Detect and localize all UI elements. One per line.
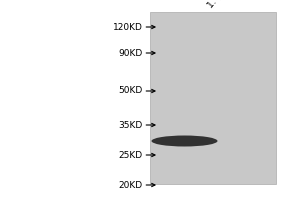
Text: 35KD: 35KD: [118, 120, 142, 130]
Text: 1. 25μg: 1. 25μg: [206, 0, 235, 10]
Text: 120KD: 120KD: [112, 22, 142, 31]
Text: 90KD: 90KD: [118, 48, 142, 58]
Bar: [150, 12, 276, 184]
Ellipse shape: [152, 136, 218, 146]
Text: 50KD: 50KD: [118, 86, 142, 95]
Text: 25KD: 25KD: [118, 150, 142, 160]
Text: 20KD: 20KD: [118, 180, 142, 190]
